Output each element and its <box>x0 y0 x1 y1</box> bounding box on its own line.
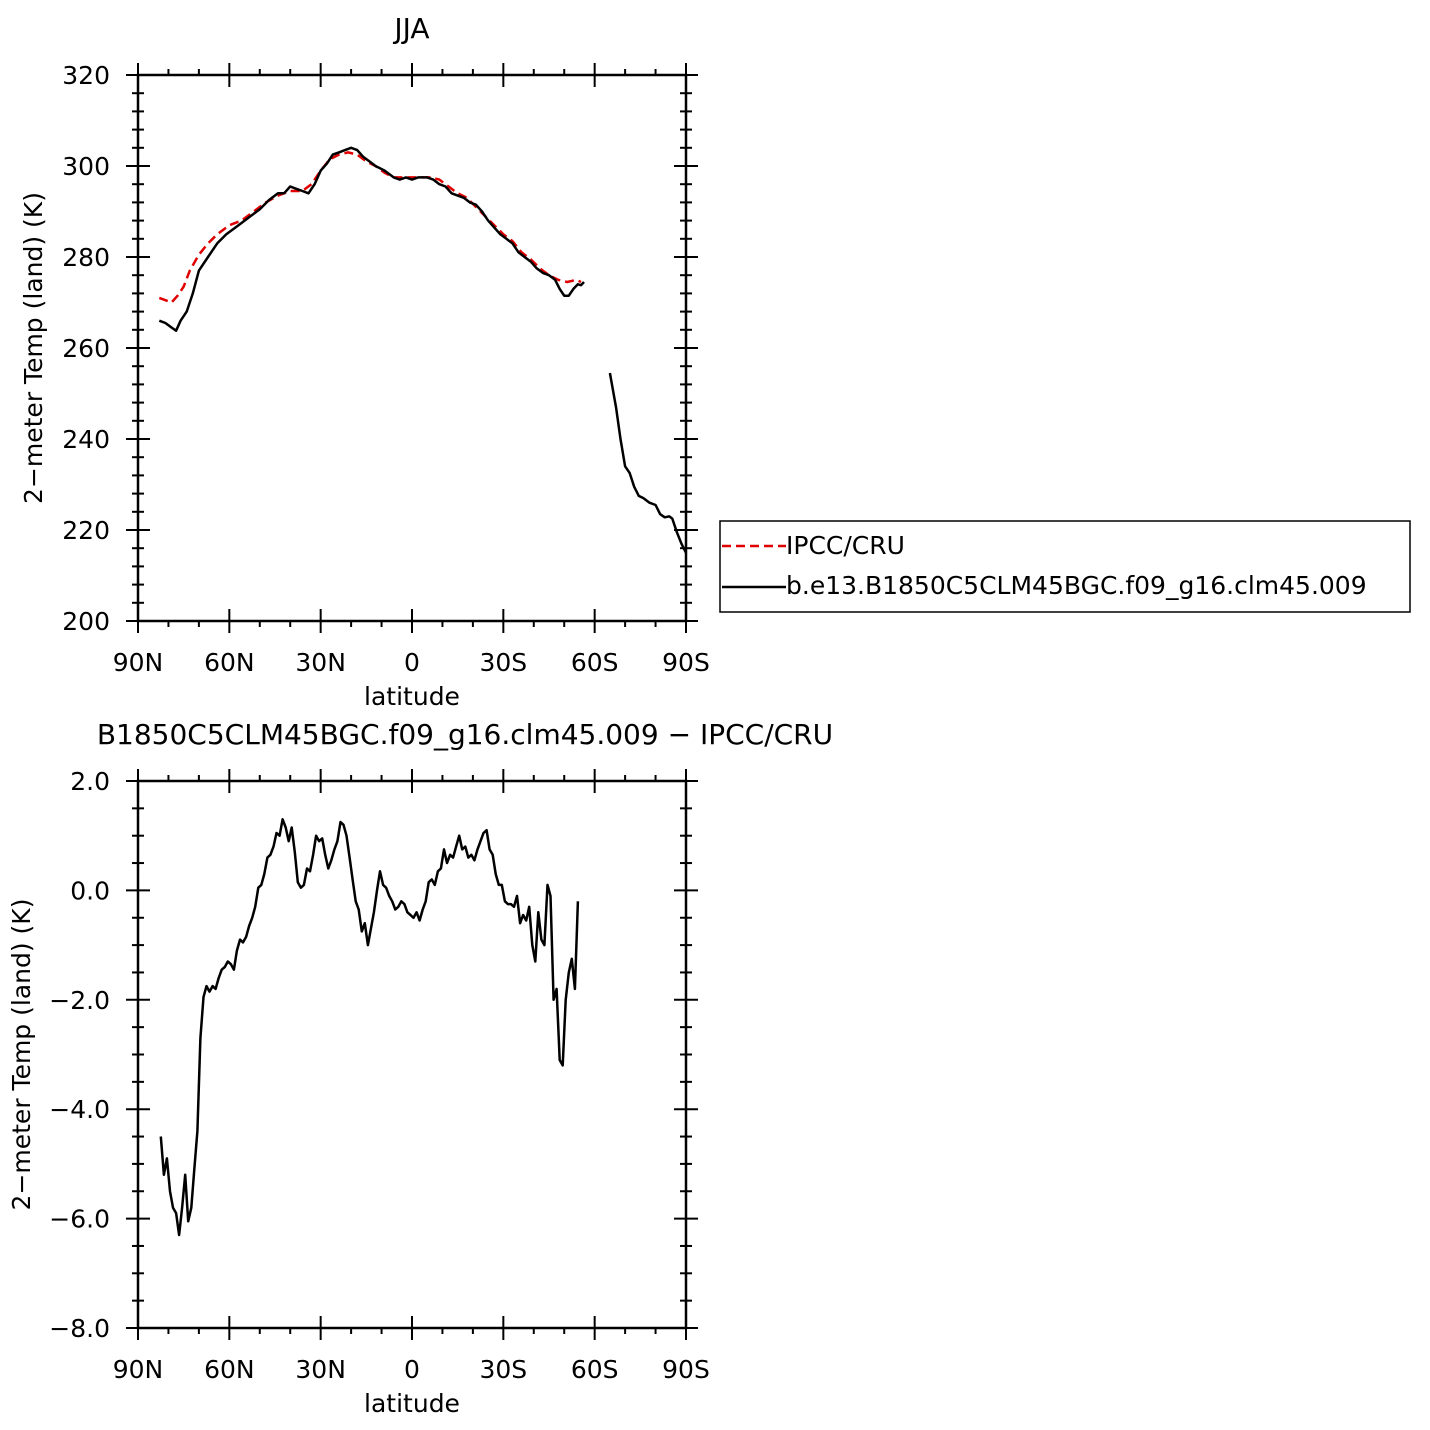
chart1-ytick-label: −6.0 <box>49 1205 110 1234</box>
chart0-ytick-label: 280 <box>62 243 110 272</box>
chart0-xtick-label: 0 <box>404 648 420 677</box>
chart1-xtick-label: 60N <box>204 1355 255 1384</box>
chart1-xtick-label: 30S <box>479 1355 527 1384</box>
chart0-ytick-label: 200 <box>62 607 110 636</box>
legend: IPCC/CRU b.e13.B1850C5CLM45BGC.f09_g16.c… <box>719 520 1411 613</box>
chart0-ytick-label: 220 <box>62 516 110 545</box>
chart0-series-line-1 <box>158 146 585 332</box>
legend-label-ipcc-cru: IPCC/CRU <box>786 531 905 560</box>
chart0-xtick-label: 90S <box>662 648 710 677</box>
chart0-ytick-label: 260 <box>62 334 110 363</box>
chart1-plot-frame <box>136 779 688 1330</box>
chart0-x-axis-label: latitude <box>364 682 460 711</box>
legend-box <box>719 520 1411 613</box>
chart-jja: JJA 90N 60N 30N 0 30S 60S 90S 200 220 240 260 280 300… <box>19 12 710 711</box>
chart1-ytick-label: 0.0 <box>70 876 110 905</box>
chart0-xtick-label: 30N <box>295 648 346 677</box>
chart1-xtick-label: 60S <box>571 1355 619 1384</box>
chart1-y-axis-label: 2−meter Temp (land) (K) <box>7 899 36 1211</box>
chart1-xtick-label: 90N <box>113 1355 164 1384</box>
chart0-title: JJA <box>392 12 429 45</box>
chart0-y-axis-label: 2−meter Temp (land) (K) <box>19 192 48 504</box>
chart0-xtick-label: 60S <box>571 648 619 677</box>
chart0-xtick-label: 90N <box>113 648 164 677</box>
chart1-xtick-label: 30N <box>295 1355 346 1384</box>
chart1-ytick-label: −4.0 <box>49 1095 110 1124</box>
chart0-ytick-label: 300 <box>62 152 110 181</box>
chart1-ytick-label: 2.0 <box>70 767 110 796</box>
chart1-ticks <box>126 769 698 1340</box>
chart0-series-line-0 <box>158 151 582 304</box>
chart0-series-line-2 <box>608 372 688 554</box>
chart0-plot-frame <box>136 73 688 623</box>
chart1-ytick-label: −8.0 <box>49 1314 110 1343</box>
chart1-x-axis-label: latitude <box>364 1389 460 1418</box>
chart1-xtick-label: 90S <box>662 1355 710 1384</box>
legend-label-model: b.e13.B1850C5CLM45BGC.f09_g16.clm45.009 <box>786 571 1367 600</box>
chart0-ytick-label: 320 <box>62 61 110 90</box>
chart1-title: B1850C5CLM45BGC.f09_g16.clm45.009 − IPCC… <box>97 718 833 751</box>
chart1-series-line-0 <box>159 818 580 1237</box>
chart0-ticks <box>126 63 698 633</box>
chart-difference: B1850C5CLM45BGC.f09_g16.clm45.009 − IPCC… <box>7 718 833 1418</box>
chart1-xtick-label: 0 <box>404 1355 420 1384</box>
chart1-ytick-label: −2.0 <box>49 986 110 1015</box>
chart0-ytick-label: 240 <box>62 425 110 454</box>
chart0-xtick-label: 30S <box>479 648 527 677</box>
chart0-xtick-label: 60N <box>204 648 255 677</box>
